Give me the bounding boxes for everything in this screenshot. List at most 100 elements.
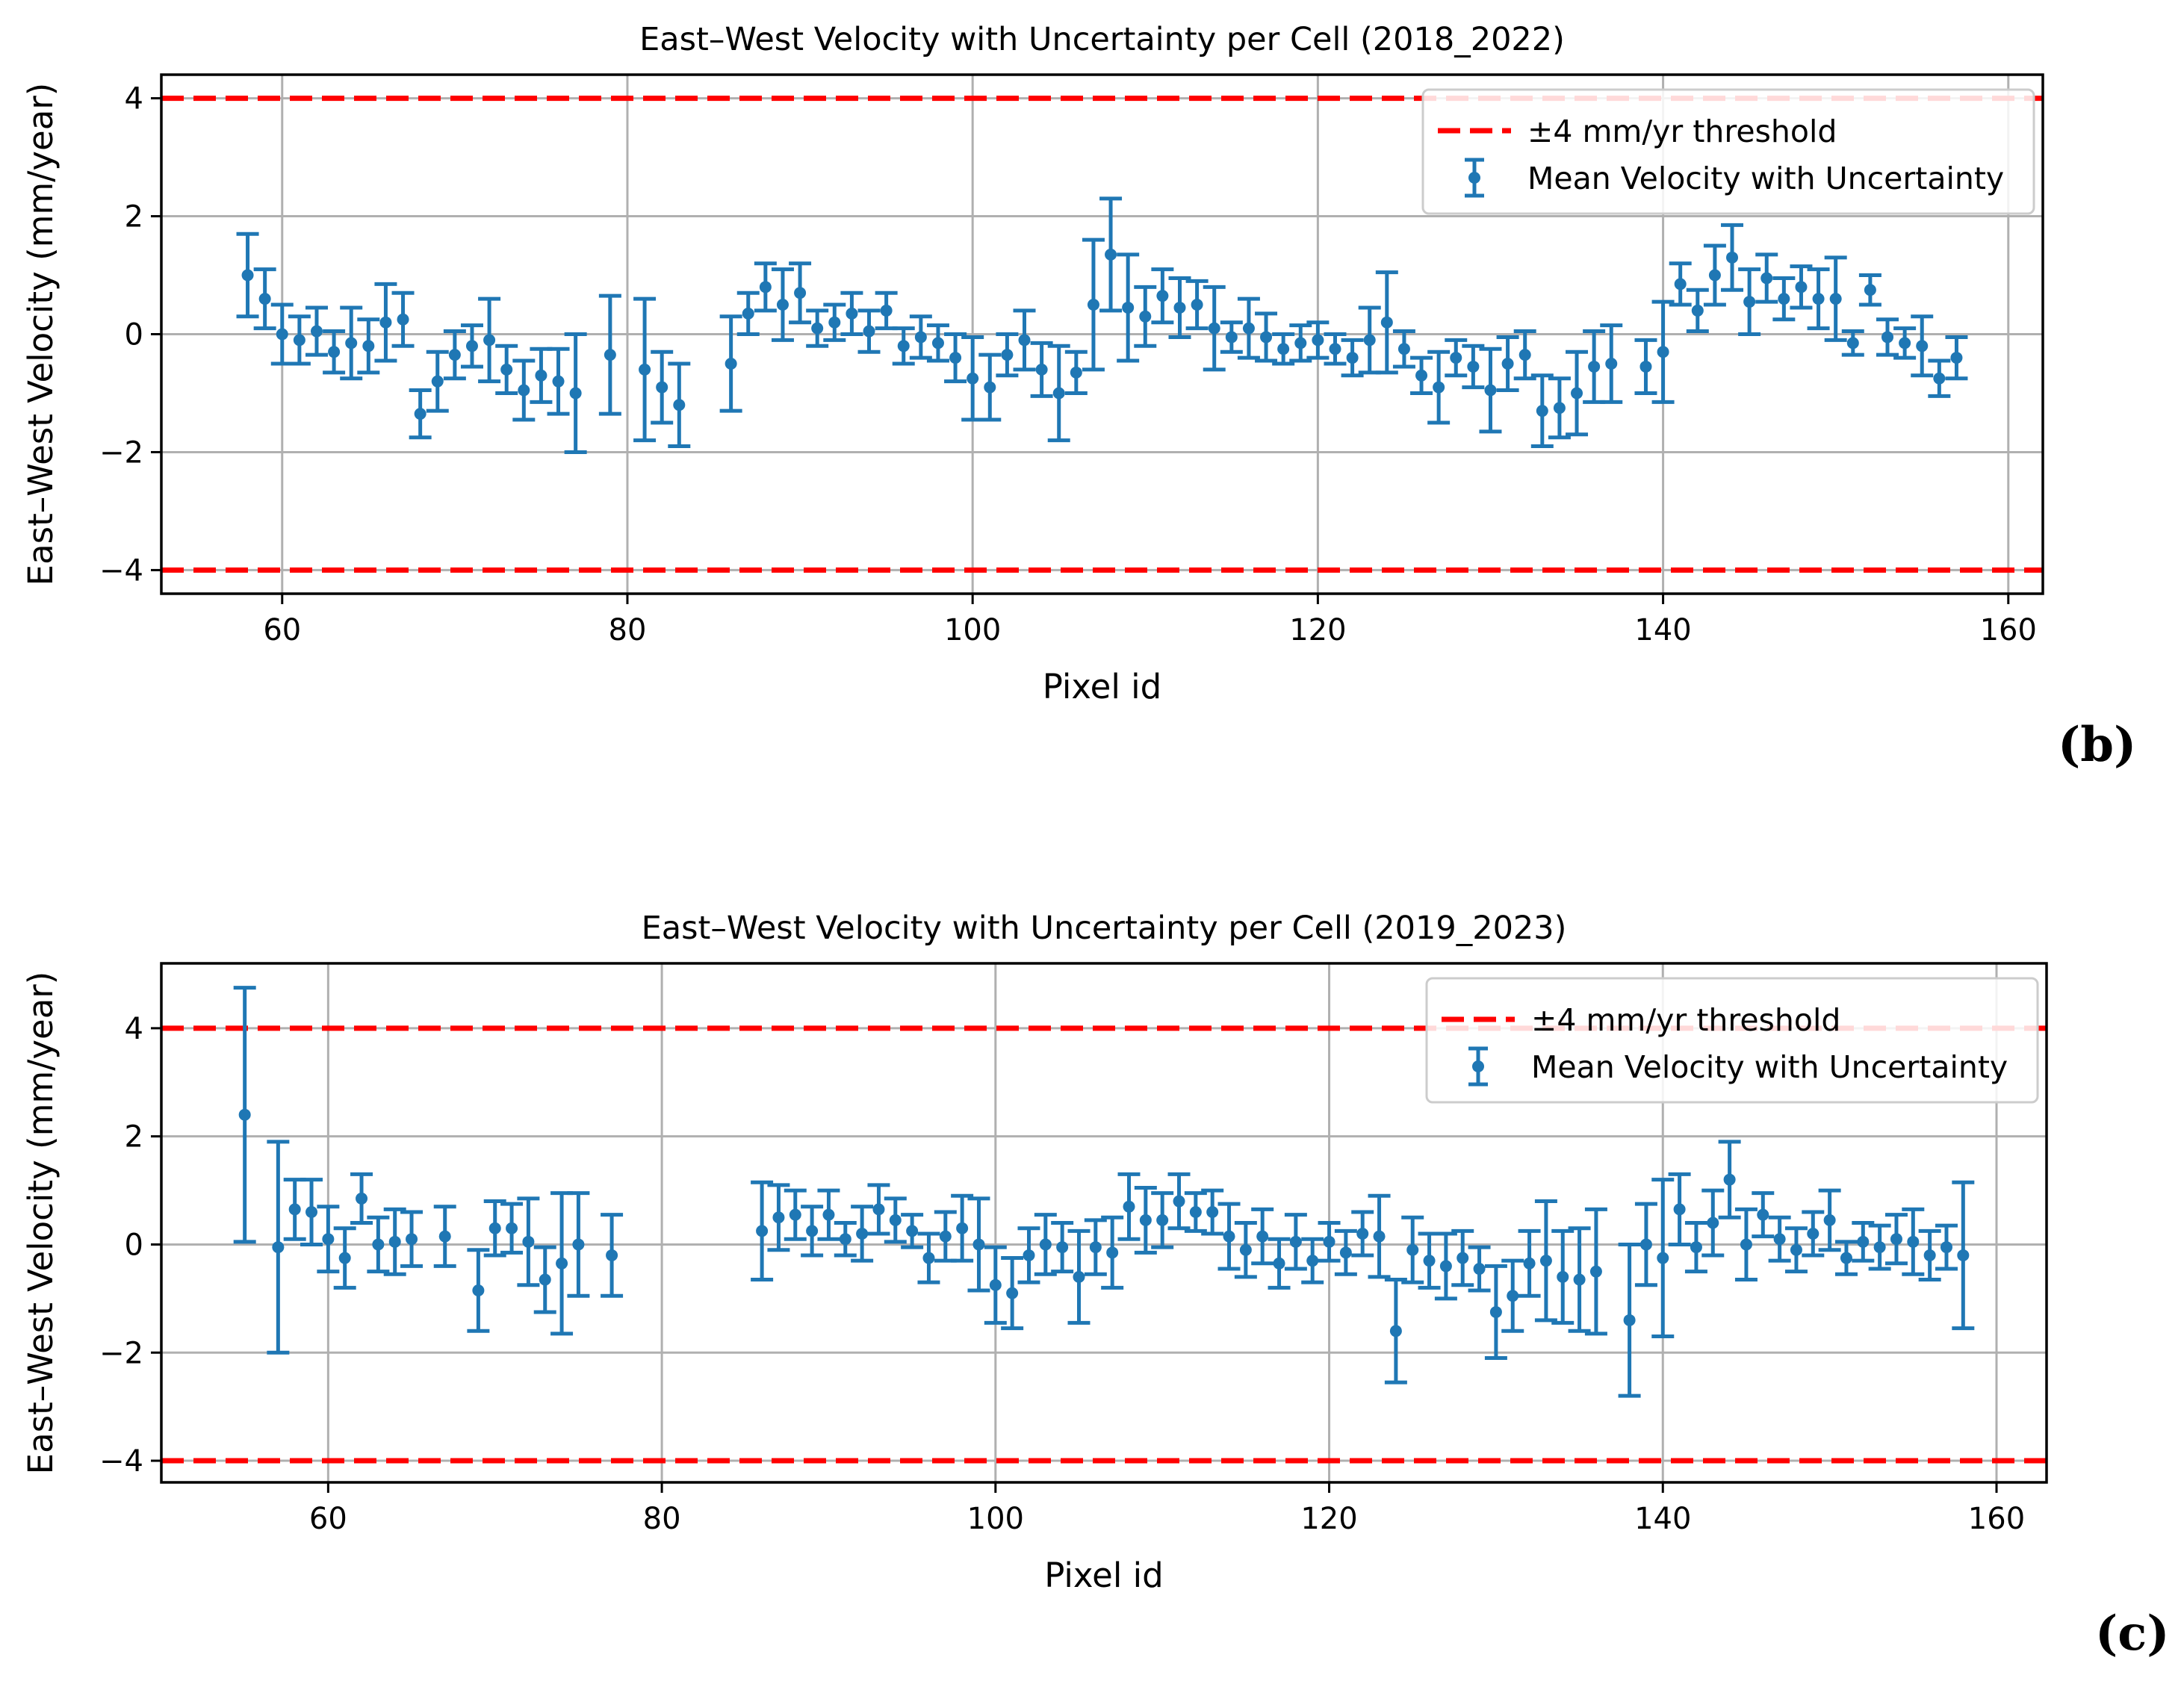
data-point: [379, 316, 392, 329]
data-point: [1105, 248, 1117, 261]
data-point: [1605, 357, 1618, 370]
data-point: [1329, 343, 1341, 355]
data-point: [1690, 1241, 1702, 1254]
y-tick-label: −2: [99, 1336, 143, 1370]
data-point: [1923, 1249, 1936, 1261]
data-point: [438, 1230, 451, 1243]
y-tick-label: −4: [99, 1444, 143, 1479]
data-point: [506, 1222, 518, 1234]
data-point: [656, 381, 668, 394]
data-point: [522, 1235, 535, 1248]
y-tick-label: 2: [125, 200, 143, 234]
legend-series-label: Mean Velocity with Uncertainty: [1531, 1049, 2008, 1085]
data-point: [1312, 334, 1324, 347]
x-tick-label: 60: [263, 613, 301, 647]
data-point: [1501, 357, 1514, 370]
data-point: [822, 1208, 835, 1221]
data-point: [1489, 1305, 1502, 1318]
y-axis-label: East–West Velocity (mm/year): [21, 972, 61, 1475]
data-point: [922, 1252, 935, 1264]
data-point: [1035, 363, 1048, 376]
data-point: [1484, 384, 1497, 397]
chart-title: East–West Velocity with Uncertainty per …: [642, 910, 1567, 947]
data-point: [1173, 1195, 1185, 1208]
x-tick-label: 60: [309, 1502, 347, 1536]
data-point: [972, 1238, 985, 1251]
data-point: [362, 340, 375, 352]
data-point: [1056, 1241, 1069, 1254]
data-point: [1536, 405, 1548, 417]
data-point: [828, 316, 841, 329]
data-point: [372, 1238, 385, 1251]
panel-label-b: (b): [2058, 717, 2137, 773]
data-point: [1139, 1214, 1152, 1226]
data-point: [1306, 1255, 1319, 1267]
data-point: [1840, 1252, 1852, 1264]
data-point: [1507, 1290, 1519, 1302]
x-tick-label: 120: [1300, 1502, 1357, 1536]
x-axis-label: Pixel id: [1043, 667, 1161, 706]
data-point: [856, 1227, 869, 1240]
x-tick-label: 100: [944, 613, 1001, 647]
x-axis-label: Pixel id: [1044, 1556, 1163, 1595]
data-point: [1933, 372, 1946, 385]
data-point: [552, 375, 565, 388]
data-point: [431, 375, 444, 388]
x-tick-label: 140: [1634, 1502, 1691, 1536]
data-point: [465, 340, 478, 352]
data-point: [1006, 1287, 1019, 1299]
data-point: [1225, 331, 1238, 344]
data-point: [839, 1233, 851, 1246]
data-point: [276, 328, 288, 341]
data-point: [989, 1278, 1002, 1291]
data-point: [811, 322, 824, 335]
data-point: [1223, 1230, 1235, 1243]
data-point: [397, 313, 409, 326]
data-point: [1778, 293, 1790, 305]
legend-threshold-label: ±4 mm/yr threshold: [1527, 114, 1837, 149]
data-point: [1106, 1246, 1119, 1259]
data-point: [1023, 1249, 1035, 1261]
legend-box: [1425, 977, 2039, 1104]
data-point: [1916, 340, 1929, 352]
data-point: [1823, 1214, 1836, 1226]
data-point: [1573, 1273, 1586, 1286]
data-point: [806, 1225, 819, 1237]
data-point: [535, 369, 547, 382]
data-point: [488, 1222, 501, 1234]
data-point: [1423, 1255, 1436, 1267]
data-point: [1757, 1208, 1769, 1221]
y-tick-label: −2: [99, 435, 143, 470]
data-point: [1743, 296, 1756, 308]
data-point: [1239, 1243, 1252, 1256]
data-point: [293, 334, 305, 347]
data-point: [789, 1208, 801, 1221]
data-point: [742, 307, 754, 320]
data-point: [1588, 360, 1601, 373]
data-point: [388, 1235, 401, 1248]
data-point: [1795, 281, 1808, 293]
data-point: [1191, 299, 1203, 311]
data-point: [604, 349, 616, 361]
chart-title: East–West Velocity with Uncertainty per …: [639, 21, 1565, 58]
data-point: [1846, 337, 1859, 349]
chart-2019-2023: 60 80 100 120 140 160 −4 −2 0 2 4 East–West Velocit…: [21, 910, 2048, 1595]
data-point: [1639, 1238, 1652, 1251]
data-point: [1857, 1235, 1870, 1248]
x-tick-label: 80: [609, 613, 647, 647]
data-point: [1277, 343, 1290, 355]
data-point: [1339, 1246, 1352, 1259]
data-point: [1557, 1270, 1569, 1283]
data-point: [1940, 1241, 1952, 1254]
data-point: [897, 340, 910, 352]
data-point: [322, 1233, 335, 1246]
data-point: [1189, 1206, 1202, 1219]
data-point: [1208, 322, 1220, 335]
data-point: [606, 1249, 618, 1261]
data-point: [288, 1203, 301, 1216]
legend-series-label: Mean Velocity with Uncertainty: [1527, 161, 2004, 196]
data-point: [1323, 1235, 1335, 1248]
data-point: [756, 1225, 769, 1237]
data-point: [984, 381, 996, 394]
